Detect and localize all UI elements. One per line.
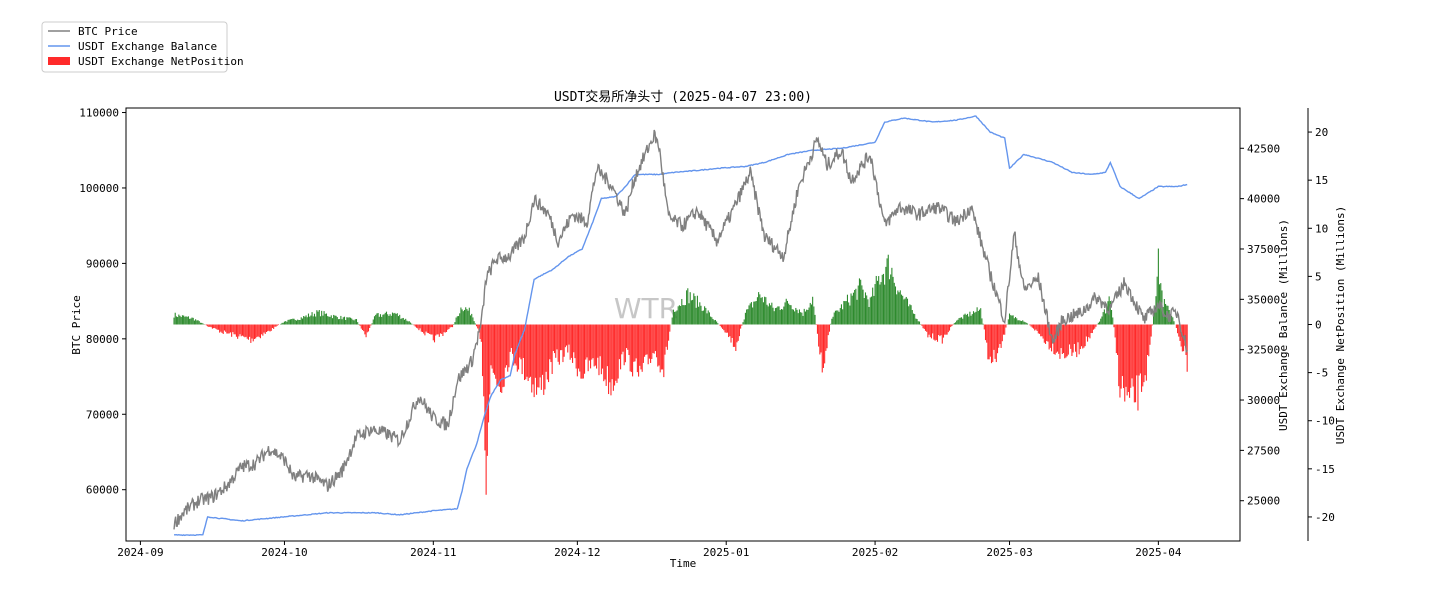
- netposition-tick-label: 15: [1315, 174, 1328, 187]
- left-tick-label: 90000: [86, 257, 119, 270]
- legend-label-balance: USDT Exchange Balance: [78, 40, 217, 53]
- legend-box: [41, 21, 228, 73]
- balance-tick-label: 42500: [1247, 142, 1280, 155]
- legend-swatch-netposition: [48, 57, 70, 65]
- netposition-tick-label: 5: [1315, 270, 1322, 283]
- left-tick-label: 70000: [86, 408, 119, 421]
- balance-tick-label: 35000: [1247, 293, 1280, 306]
- x-tick-label: 2025-03: [986, 546, 1032, 559]
- balance-axis-ticks: 25000 27500 30000 32500 35000 37500 40000 42500: [1240, 142, 1280, 508]
- netposition-tick-label: 10: [1315, 222, 1328, 235]
- balance-tick-label: 30000: [1247, 394, 1280, 407]
- plot-frame: [125, 107, 1241, 542]
- netposition-axis-ticks: -20 -15 -10 -5 0 5 10 15 20: [1308, 126, 1335, 524]
- x-tick-label: 2025-02: [852, 546, 898, 559]
- x-axis-label: Time: [670, 557, 697, 570]
- netposition-tick-label: -5: [1315, 367, 1328, 380]
- watermark-text: WTR: [614, 292, 678, 325]
- balance-axis-label: USDT Exchange Balance (Millions): [1277, 219, 1290, 431]
- legend: BTC Price USDT Exchange Balance USDT Exc…: [41, 21, 244, 73]
- x-tick-label: 2024-11: [410, 546, 456, 559]
- balance-tick-label: 37500: [1247, 243, 1280, 256]
- legend-label-btc: BTC Price: [78, 25, 138, 38]
- netposition-tick-label: -15: [1315, 463, 1335, 476]
- legend-label-netposition: USDT Exchange NetPosition: [78, 55, 244, 68]
- balance-tick-label: 27500: [1247, 444, 1280, 457]
- balance-tick-label: 32500: [1247, 344, 1280, 357]
- netposition-tick-label: 20: [1315, 126, 1328, 139]
- netposition-tick-label: -20: [1315, 511, 1335, 524]
- series-line-btc-price: [173, 129, 1188, 530]
- left-tick-label: 60000: [86, 484, 119, 497]
- left-axis-label: BTC Price: [70, 295, 83, 355]
- netposition-tick-label: 0: [1315, 319, 1322, 332]
- balance-tick-label: 25000: [1247, 495, 1280, 508]
- left-tick-label: 110000: [79, 107, 119, 120]
- series-line-usdt-balance: [173, 115, 1188, 537]
- left-tick-label: 80000: [86, 333, 119, 346]
- x-tick-label: 2024-09: [117, 546, 163, 559]
- chart-title: USDT交易所净头寸 (2025-04-07 23:00): [554, 89, 812, 105]
- left-axis-ticks: 60000 70000 80000 90000 100000 110000: [79, 107, 126, 497]
- left-tick-label: 100000: [79, 182, 119, 195]
- x-tick-label: 2024-12: [554, 546, 600, 559]
- x-axis-ticks: 2024-09 2024-10 2024-11 2024-12 2025-01 2025-…: [117, 541, 1182, 559]
- x-tick-label: 2025-04: [1135, 546, 1182, 559]
- x-tick-label: 2025-01: [703, 546, 749, 559]
- netposition-axis-label: USDT Exchange NetPosition (Millions): [1334, 206, 1347, 444]
- line-series: [173, 115, 1188, 537]
- balance-tick-label: 40000: [1247, 193, 1280, 206]
- netposition-tick-label: -10: [1315, 415, 1335, 428]
- netposition-bars: [173, 248, 1188, 495]
- x-tick-label: 2024-10: [261, 546, 307, 559]
